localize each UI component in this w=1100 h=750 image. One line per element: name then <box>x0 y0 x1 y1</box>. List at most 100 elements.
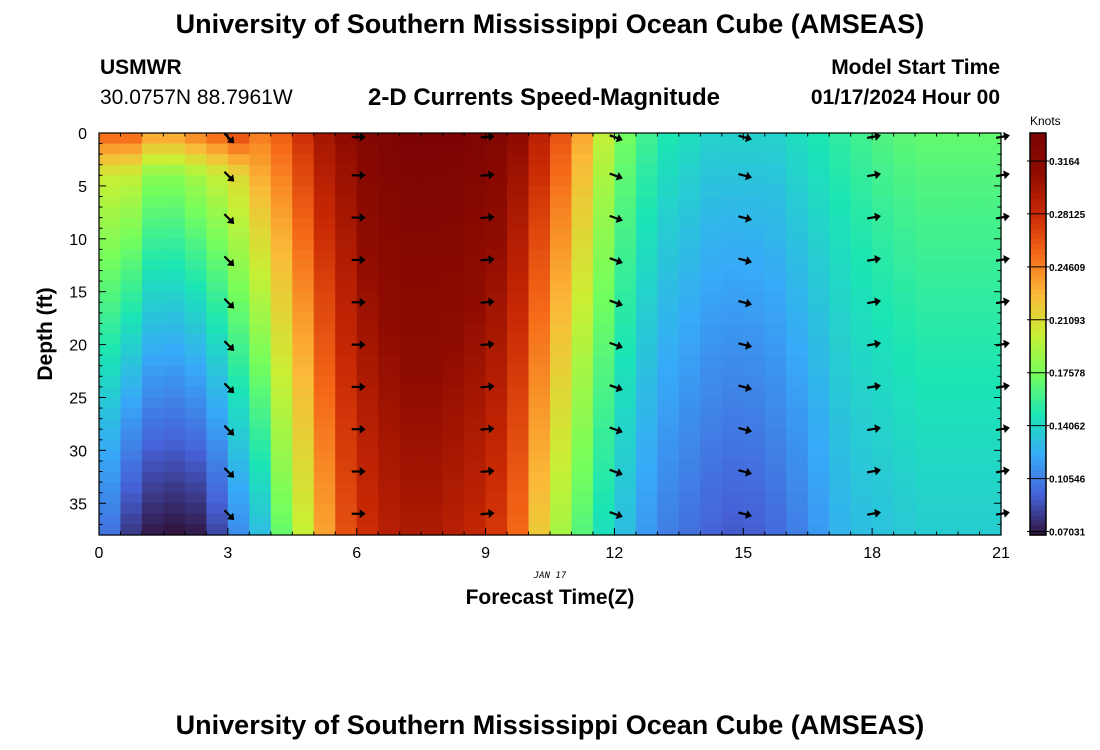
heatmap-cell <box>850 450 873 462</box>
heatmap-cell <box>249 323 272 335</box>
heatmap-cell <box>678 133 701 145</box>
heatmap-cell <box>721 386 744 399</box>
heatmap-cell <box>893 524 916 536</box>
current-vector <box>866 254 881 264</box>
heatmap-cell <box>99 312 122 325</box>
heatmap-cell <box>485 365 508 377</box>
heatmap-cell <box>485 460 508 473</box>
heatmap-cell <box>442 408 465 420</box>
heatmap-cell <box>528 175 551 187</box>
heatmap-cell <box>678 365 701 377</box>
heatmap-cell <box>399 154 422 166</box>
heatmap-cell <box>936 334 959 346</box>
heatmap-cell <box>184 143 207 155</box>
vector-head <box>1003 170 1010 180</box>
vector-head <box>359 170 366 180</box>
heatmap-cell <box>721 397 744 409</box>
heatmap-cell <box>721 513 744 526</box>
heatmap-cell <box>571 185 594 198</box>
heatmap-cell <box>786 386 809 399</box>
heatmap-cell <box>292 408 315 420</box>
heatmap-cell <box>550 344 573 356</box>
heatmap-cell <box>421 503 444 515</box>
heatmap-cell <box>249 471 272 483</box>
heatmap-cell <box>678 323 701 335</box>
heatmap-cell <box>141 376 165 388</box>
heatmap-cell <box>507 217 530 229</box>
heatmap-cell <box>936 355 959 367</box>
heatmap-cell <box>356 450 379 462</box>
heatmap-cell <box>635 143 658 155</box>
heatmap-cell <box>464 312 487 325</box>
heatmap-cell <box>850 355 873 367</box>
heatmap-cell <box>592 386 616 399</box>
heatmap-cell <box>979 482 1002 494</box>
colorbar-segment <box>1030 273 1046 280</box>
heatmap-cell <box>442 334 465 346</box>
heatmap-cell <box>678 196 701 208</box>
heatmap-cell <box>764 302 787 314</box>
heatmap-cell <box>550 281 573 293</box>
heatmap-cell <box>421 450 444 462</box>
heatmap-cell <box>936 513 959 526</box>
heatmap-cell <box>249 344 272 356</box>
heatmap-cell <box>635 429 658 441</box>
heatmap-cell <box>485 471 508 483</box>
heatmap-cell <box>700 418 723 430</box>
heatmap-cell <box>850 164 873 176</box>
heatmap-cell <box>743 439 766 451</box>
colorbar-segment <box>1030 193 1046 199</box>
heatmap-cell <box>528 238 551 250</box>
heatmap-cell <box>206 291 229 303</box>
heatmap-cell <box>592 249 616 261</box>
heatmap-cell <box>442 513 465 526</box>
heatmap-cell <box>721 228 744 240</box>
heatmap-cell <box>872 376 895 388</box>
heatmap-cell <box>421 312 444 325</box>
vector-head <box>874 466 881 476</box>
heatmap-cell <box>335 238 358 250</box>
heatmap-cell <box>678 164 701 176</box>
colorbar-segment <box>1030 228 1046 235</box>
heatmap-cell <box>313 376 336 388</box>
heatmap-cell <box>507 133 530 145</box>
colorbar-segment <box>1030 143 1046 149</box>
heatmap-cell <box>335 503 358 515</box>
current-vector <box>866 508 881 518</box>
heatmap-cell <box>464 344 487 356</box>
heatmap-cell <box>979 503 1002 515</box>
heatmap-cell <box>592 482 616 494</box>
heatmap-cell <box>120 238 143 250</box>
heatmap-cell <box>872 386 895 399</box>
heatmap-cell <box>270 397 293 409</box>
heatmap-cell <box>292 503 315 515</box>
heatmap-cell <box>421 164 444 176</box>
current-vector <box>480 424 495 434</box>
heatmap-cell <box>979 312 1002 325</box>
colorbar-segment <box>1030 489 1046 496</box>
heatmap-cell <box>335 249 358 261</box>
heatmap-cell <box>550 355 573 367</box>
heatmap-cell <box>399 418 422 430</box>
heatmap-cell <box>915 460 938 473</box>
heatmap-cell <box>786 482 809 494</box>
colorbar-segment <box>1030 223 1046 230</box>
vector-head <box>226 258 235 267</box>
heatmap-cell <box>721 482 744 494</box>
heatmap-cell <box>743 175 766 187</box>
heatmap-cell <box>292 154 315 166</box>
heatmap-cell <box>120 154 143 166</box>
heatmap-cell <box>120 397 143 409</box>
heatmap-cell <box>915 450 938 462</box>
heatmap-cell <box>721 133 744 145</box>
heatmap-cell <box>292 429 315 441</box>
heatmap-cell <box>915 312 938 325</box>
heatmap-cell <box>184 228 207 240</box>
heatmap-cell <box>936 175 959 187</box>
heatmap-cell <box>227 460 250 473</box>
heatmap-cell <box>915 376 938 388</box>
heatmap-cell <box>356 408 379 420</box>
heatmap-cell <box>292 164 315 176</box>
heatmap-cell <box>120 323 143 335</box>
heatmap-cell <box>829 207 852 219</box>
